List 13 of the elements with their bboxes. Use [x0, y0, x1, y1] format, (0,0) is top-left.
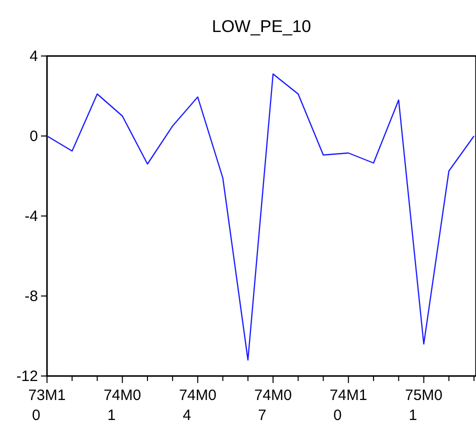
x-tick-label: 73M10 [28, 387, 66, 424]
x-tick-label: 74M04 [178, 387, 216, 424]
chart-title: LOW_PE_10 [212, 17, 312, 36]
x-tick-label: 74M01 [104, 387, 142, 424]
x-tick-label: 75M01 [405, 387, 443, 424]
y-tick-label: -12 [16, 368, 38, 385]
y-tick-label: -8 [24, 288, 38, 305]
y-tick-label: 0 [30, 128, 38, 145]
line-series [46, 73, 475, 361]
y-tick-label: -4 [24, 208, 38, 225]
y-tick-label: 4 [30, 48, 38, 65]
x-tick-label: 74M10 [330, 387, 368, 424]
x-tick-label: 74M07 [254, 387, 292, 424]
